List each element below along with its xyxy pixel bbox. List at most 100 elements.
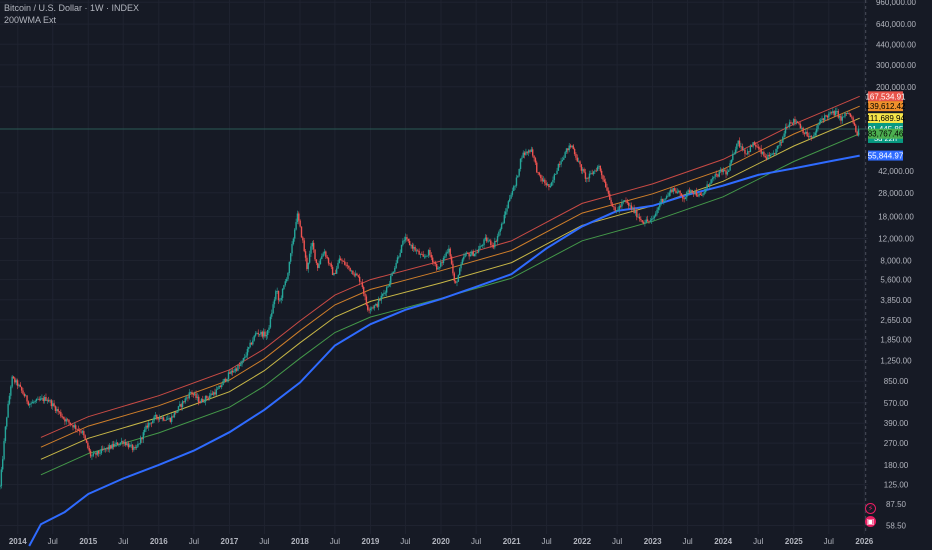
y-axis-tick-label: 125.00 — [884, 481, 909, 490]
chart-title: Bitcoin / U.S. Dollar · 1W · INDEX — [4, 3, 140, 13]
candle-body — [64, 418, 66, 422]
candle-body — [845, 113, 848, 114]
candle-body — [791, 122, 793, 124]
candle-body — [421, 254, 423, 255]
candle-body — [231, 370, 234, 373]
indicator-label[interactable]: 200WMA Ext — [4, 15, 57, 25]
candle-body — [757, 146, 760, 149]
candle-body — [515, 177, 518, 186]
candle-body — [660, 198, 662, 205]
candle-body — [427, 250, 430, 256]
candle-body — [553, 174, 556, 180]
y-axis-tick-label: 3,850.00 — [880, 296, 912, 305]
candle-body — [388, 283, 391, 287]
candle-body — [135, 446, 138, 449]
candle-body — [379, 299, 381, 301]
candle-body — [550, 182, 553, 186]
candle-body — [471, 251, 473, 255]
candle-body — [16, 380, 19, 386]
candle-body — [509, 198, 511, 202]
candle-body — [333, 273, 335, 275]
band-line-3 — [40, 133, 860, 476]
x-axis-tick-label: 2019 — [362, 537, 380, 546]
y-axis-tick-label: 570.00 — [884, 399, 909, 408]
candle-body — [406, 237, 408, 239]
candle-body — [157, 417, 159, 420]
candle-body — [483, 239, 485, 246]
candle-body — [241, 360, 243, 365]
candle-body — [725, 170, 727, 175]
candle-body — [786, 126, 788, 128]
candle-body — [833, 111, 835, 116]
candle-body — [322, 253, 324, 257]
candle-body — [396, 257, 399, 263]
y-axis-tick-label: 960,000.00 — [876, 0, 917, 7]
candle-body — [619, 206, 622, 207]
candle-body — [742, 149, 745, 151]
candle-body — [408, 240, 411, 246]
candle-body — [323, 251, 326, 254]
candle-body — [249, 342, 251, 347]
candle-body — [92, 453, 94, 456]
candle-body — [594, 170, 596, 172]
candle-body — [188, 392, 190, 399]
candle-body — [444, 256, 446, 258]
candle-body — [559, 164, 561, 165]
candle-body — [214, 392, 216, 395]
y-axis-tick-label: 12,000.00 — [878, 234, 914, 243]
candle-body — [269, 316, 272, 328]
candle-body — [595, 170, 597, 172]
price-label-text: 167,534.91 — [865, 92, 906, 101]
calendar-event-icon[interactable]: ▣ — [865, 516, 876, 527]
y-axis-tick-label: 300,000.00 — [876, 61, 917, 70]
candle-body — [279, 299, 281, 301]
candle-body — [314, 249, 316, 260]
candle-body — [855, 125, 857, 132]
candle-body — [318, 264, 320, 268]
y-axis-tick-label: 1,250.00 — [880, 356, 912, 365]
candle-body — [717, 174, 719, 177]
candle-body — [617, 210, 619, 211]
candle-body — [436, 263, 438, 270]
candle-body — [216, 388, 219, 390]
candle-body — [102, 448, 104, 450]
candle-body — [26, 395, 28, 402]
candle-body — [238, 365, 241, 367]
candle-body — [698, 193, 700, 197]
candle-body — [794, 119, 796, 123]
candle-body — [295, 222, 297, 230]
candle-body — [204, 396, 207, 402]
lightning-icon[interactable]: ⚡ — [865, 503, 876, 514]
candle-body — [652, 217, 654, 220]
candle-body — [18, 384, 20, 386]
candle-body — [61, 416, 63, 418]
candle-body — [69, 422, 72, 425]
candle-body — [253, 335, 255, 341]
candle-body — [137, 443, 139, 447]
candle-body — [458, 268, 461, 276]
candle-body — [72, 424, 74, 428]
candle-body — [256, 332, 258, 334]
candle-body — [120, 441, 123, 443]
candle-body — [741, 146, 743, 150]
price-label-box — [868, 150, 903, 161]
candle-body — [267, 329, 269, 336]
y-axis-tick-label: 440,000.00 — [876, 40, 917, 49]
candle-body — [60, 412, 62, 417]
candle-body — [23, 393, 26, 397]
candle-body — [577, 161, 580, 163]
candle-body — [618, 206, 620, 211]
candle-body — [361, 282, 364, 288]
x-axis-tick-label: 2024 — [714, 537, 732, 546]
candle-body — [45, 397, 47, 401]
candle-body — [526, 151, 528, 153]
candle-body — [433, 262, 435, 264]
candle-body — [665, 196, 668, 199]
candle-body — [49, 400, 51, 402]
candle-body — [15, 380, 17, 383]
candle-body — [847, 113, 849, 114]
candle-body — [759, 148, 761, 150]
